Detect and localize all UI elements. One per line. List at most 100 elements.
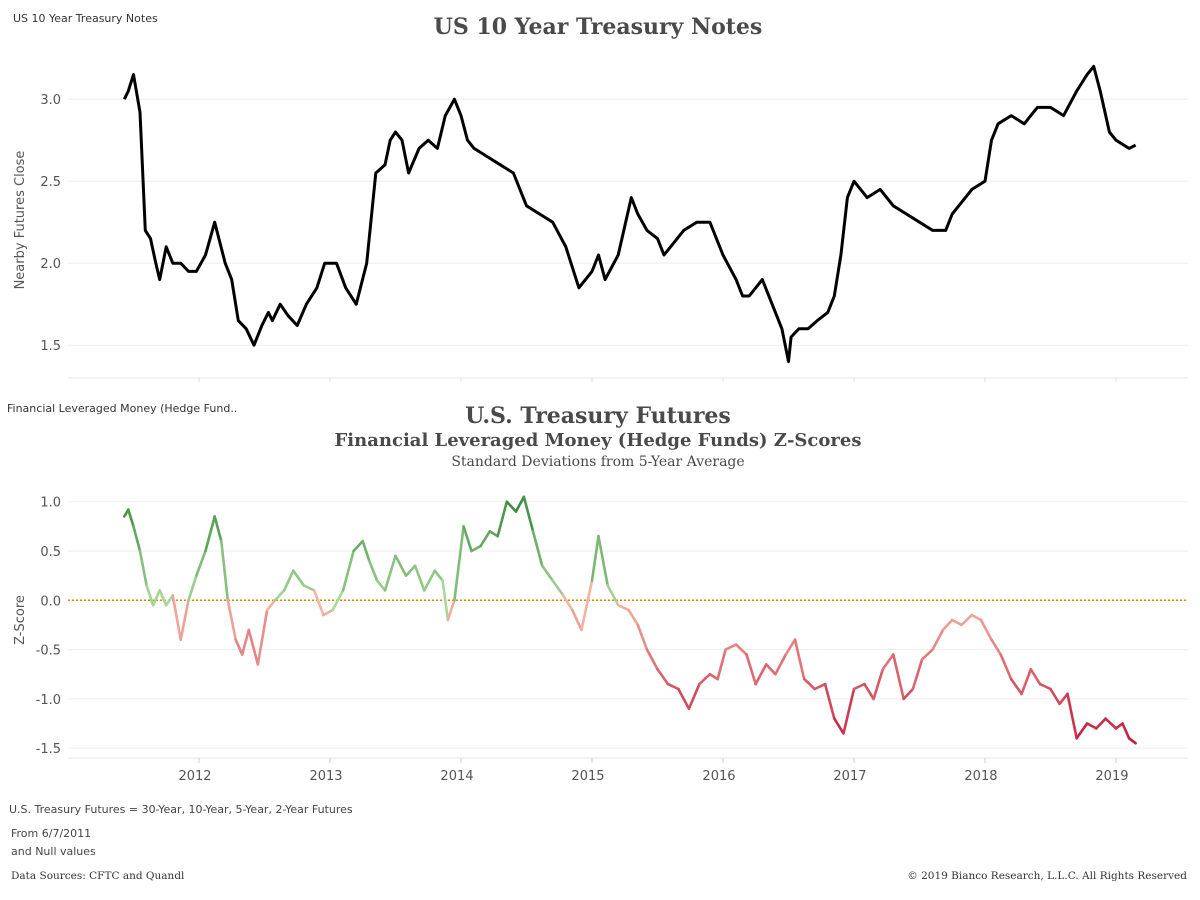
zscore-line-segment: [404, 564, 417, 577]
top-y-tick-label: 3.0: [40, 93, 61, 108]
bottom-x-tick-label: 2012: [178, 769, 211, 784]
zscore-line-segment: [677, 687, 691, 711]
bottom-y-tick-label: 1.0: [40, 496, 61, 511]
zscore-line-segment: [422, 569, 437, 592]
zscore-line-segment: [852, 682, 866, 691]
bottom-chart-title: U.S. Treasury Futures: [465, 403, 731, 429]
zscore-line-segment: [999, 653, 1013, 681]
zscore-line-segment: [863, 682, 875, 701]
top-y-tick-label: 2.0: [40, 257, 61, 272]
zscore-line-segment: [774, 653, 788, 676]
bottom-x-tick-label: 2019: [1095, 769, 1128, 784]
zscore-line-segment: [352, 539, 365, 553]
zscore-line-segment: [302, 584, 316, 592]
zscore-line-segment: [708, 672, 720, 681]
zscore-line-segment: [823, 682, 836, 720]
top-y-tick-label: 1.5: [40, 339, 61, 354]
zscore-line-segment: [793, 638, 806, 681]
zscore-line-segment: [1058, 692, 1069, 706]
from-date-note: From 6/7/2011: [11, 827, 92, 840]
zscore-line-segment: [911, 658, 924, 691]
top-y-ticks: 1.5 2.0 2.5 3.0: [40, 93, 61, 354]
zscore-line-segment: [1095, 717, 1107, 730]
zscore-line-segment: [187, 574, 198, 602]
zscore-line-segment: [522, 495, 535, 533]
bottom-x-tick-label: 2015: [571, 769, 604, 784]
zscore-line-segment: [902, 687, 915, 701]
zscore-line-segment: [561, 594, 574, 612]
zscore-line-segment: [979, 618, 993, 642]
zscore-line-segment: [813, 682, 827, 691]
bottom-series-line: [123, 495, 1137, 745]
bottom-x-tick-label: 2016: [702, 769, 735, 784]
zscore-line-segment: [1127, 736, 1137, 745]
zscore-line-segment: [872, 667, 885, 701]
zscore-line-segment: [220, 539, 230, 602]
zscore-line-segment: [1009, 677, 1023, 696]
bottom-x-ticks: 2012 2013 2014 2015 2016 2017 2018 2019: [178, 758, 1129, 784]
zscore-line-segment: [514, 495, 526, 513]
zscore-line-segment: [627, 608, 640, 627]
zscore-line-segment: [282, 569, 295, 592]
zscore-line-segment: [580, 579, 594, 632]
zscore-line-segment: [496, 500, 509, 538]
bottom-x-tick-label: 2014: [440, 769, 473, 784]
zscore-line-segment: [881, 653, 895, 671]
zscore-line-segment: [433, 569, 444, 582]
zscore-line-segment: [462, 525, 473, 553]
zscore-line-segment: [891, 653, 906, 701]
bottom-y-tick-label: -0.5: [36, 644, 61, 659]
zscore-line-segment: [204, 515, 216, 553]
zscore-line-segment: [441, 579, 450, 622]
zscore-line-segment: [1029, 667, 1042, 686]
zscore-line-segment: [256, 608, 269, 666]
bottom-chart-subtitle: Financial Leveraged Money (Hedge Funds) …: [334, 430, 862, 451]
zscore-line-segment: [531, 529, 544, 568]
bottom-y-tick-label: 0.0: [40, 594, 61, 609]
zscore-line-segment: [645, 648, 659, 671]
zscore-line-segment: [127, 508, 135, 528]
zscore-line-segment: [941, 618, 954, 632]
zscore-line-segment: [590, 534, 600, 582]
zscore-line-segment: [234, 638, 244, 656]
zscore-line-segment: [832, 717, 845, 735]
top-series-line: [122, 64, 1137, 364]
zscore-line-segment: [247, 628, 260, 666]
zscore-line-segment: [687, 682, 701, 711]
zscore-line-segment: [551, 579, 565, 597]
top-line-chart: 1.5 2.0 2.5 3.0 Nearby Futures Close: [13, 64, 1188, 382]
zscore-line-segment: [195, 549, 207, 577]
bottom-y-tick-label: -1.0: [36, 693, 61, 708]
bottom-y-axis-label: Z-Score: [13, 595, 28, 645]
zscore-line-segment: [291, 569, 306, 587]
bottom-x-tick-label: 2018: [964, 769, 997, 784]
top-sheet-name: US 10 Year Treasury Notes: [13, 12, 158, 25]
zscore-line-segment: [745, 653, 758, 686]
zscore-line-segment: [540, 564, 555, 582]
zscore-line-segment: [754, 663, 768, 686]
zscore-line-segment: [1066, 692, 1078, 740]
copyright: © 2019 Bianco Research, L.L.C. All Right…: [907, 870, 1187, 882]
zscore-line-segment: [158, 589, 168, 607]
zscore-line-segment: [570, 608, 583, 632]
top-y-tick-label: 2.5: [40, 175, 61, 190]
zscore-line-segment: [446, 598, 456, 622]
top-x-ticks: [198, 378, 1117, 382]
zscore-line-segment: [802, 677, 817, 691]
zscore-line-segment: [724, 643, 738, 651]
zscore-line-segment: [1104, 717, 1118, 730]
zscore-line-segment: [764, 663, 777, 676]
bottom-x-tick-label: 2017: [833, 769, 866, 784]
null-values-note: and Null values: [11, 845, 96, 858]
zscore-line-segment: [698, 672, 712, 686]
zscore-line-segment: [1075, 722, 1089, 740]
zscore-line-segment: [322, 608, 334, 617]
zscore-line-segment: [479, 529, 492, 548]
bottom-zscore-chart: -1.5-1.0-0.50.00.51.0 2012 2013 2014 2015 20…: [13, 495, 1188, 784]
zscore-line-segment: [920, 648, 934, 661]
zscore-line-segment: [413, 564, 426, 592]
zscore-line-segment: [931, 628, 945, 651]
zscore-line-segment: [656, 667, 670, 686]
zscore-line-segment: [273, 589, 286, 602]
zscore-line-segment: [960, 613, 974, 627]
